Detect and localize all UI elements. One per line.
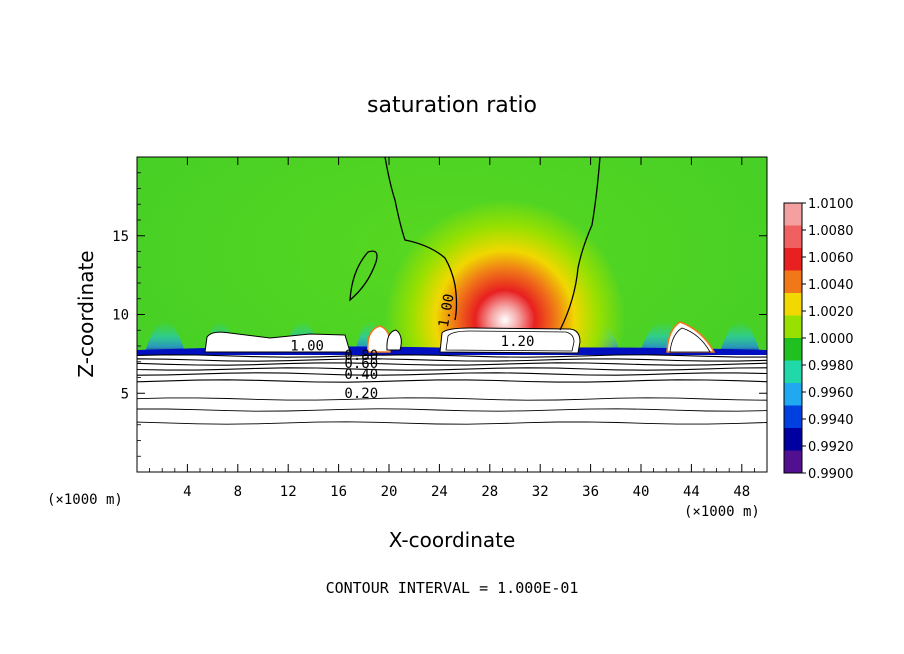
- cloud-center: [439, 327, 581, 354]
- y-tick-label: 15: [112, 229, 129, 245]
- contour-label: 1.00: [436, 293, 458, 329]
- colorbar-label: 0.9960: [808, 386, 854, 401]
- colorbar-label: 1.0040: [808, 278, 854, 293]
- isoline: [137, 367, 767, 371]
- isoline: [137, 408, 767, 412]
- x-tick-label: 12: [280, 484, 297, 500]
- colorbar-swatch: [784, 225, 802, 249]
- isoline: [137, 372, 767, 376]
- y-tick-label: 5: [121, 386, 129, 402]
- colorbar-swatch: [784, 293, 802, 316]
- x-tick-label: 20: [381, 484, 398, 500]
- colorbar-label: 0.9980: [808, 359, 854, 374]
- colorbar-swatch: [784, 360, 802, 384]
- x-tick-label: 32: [532, 484, 549, 500]
- colorbar-swatch: [784, 428, 802, 451]
- colorbar-swatch: [784, 248, 802, 271]
- isoline: [137, 397, 767, 401]
- contour-label: 1.20: [501, 334, 535, 350]
- colorbar-label: 1.0100: [808, 197, 854, 212]
- contour-1.00-left: [384, 157, 458, 321]
- x-tick-label: 40: [633, 484, 650, 500]
- cloud-left: [204, 331, 351, 353]
- colorbar-swatch: [784, 270, 802, 294]
- contour-label: 0.40: [344, 367, 378, 383]
- y-axis-title: Z-coordinate: [74, 250, 98, 377]
- colorbar-swatch: [784, 338, 802, 361]
- plume-field: [137, 157, 767, 353]
- x-tick-label: 44: [683, 484, 700, 500]
- x-tick-label: 4: [183, 484, 191, 500]
- contour-label: 0.20: [344, 386, 378, 402]
- cloud-right-inner: [669, 327, 711, 353]
- x-tick-label: 24: [431, 484, 448, 500]
- colorbar-swatch: [784, 405, 802, 429]
- lower-region: [137, 355, 767, 472]
- isoline: [137, 358, 767, 362]
- x-tick-label: 36: [582, 484, 599, 500]
- isolines: [137, 354, 767, 425]
- isoline: [137, 354, 767, 358]
- x-axis-title: X-coordinate: [389, 528, 516, 552]
- y-axis: 5 10 15: [112, 172, 767, 457]
- contour-label: 0.60: [344, 356, 378, 372]
- x-tick-label: 16: [330, 484, 347, 500]
- colorbar-swatch: [784, 450, 802, 474]
- y-unit-label: (×1000 m): [47, 492, 123, 508]
- colorbar-label: 1.0020: [808, 305, 854, 320]
- colorbar-label: 0.9900: [808, 467, 854, 482]
- contour-labels: 1.00 1.20 1.00 0.800.600.40 0.20: [290, 293, 534, 402]
- x-tick-label: 8: [234, 484, 242, 500]
- contour-label: 1.00: [290, 339, 324, 355]
- contour-label: 0.80: [344, 348, 378, 364]
- colorbar-swatch: [784, 203, 802, 226]
- x-axis: 4 8 12 16 20 24 28 32 36 40 44 48: [149, 157, 755, 500]
- y-tick-label: 10: [112, 308, 129, 324]
- plot-area: [137, 157, 767, 472]
- colorbar-swatch: [784, 383, 802, 406]
- x-unit-label: (×1000 m): [684, 504, 760, 520]
- x-tick-label: 48: [733, 484, 750, 500]
- cloud-small-2: [386, 329, 402, 351]
- colorbar-label: 0.9940: [808, 413, 854, 428]
- colorbar-label: 0.9920: [808, 440, 854, 455]
- colorbar-label: 1.0000: [808, 332, 854, 347]
- colorbar-label: 1.0060: [808, 251, 854, 266]
- colorbar-label: 1.0080: [808, 224, 854, 239]
- x-tick-label: 28: [481, 484, 498, 500]
- contour-1.00-blob: [349, 250, 378, 302]
- isoline: [137, 421, 767, 425]
- contour-interval-footer: CONTOUR INTERVAL = 1.000E-01: [326, 579, 579, 597]
- cloud-center-inner: [445, 330, 575, 352]
- isoline: [137, 362, 767, 366]
- isoline: [137, 379, 767, 383]
- colorbar-swatch: [784, 315, 802, 339]
- contour-1.00-right: [559, 157, 601, 331]
- colorbar: 1.0100 1.0080 1.0060 1.0040 1.0020 1.0000 0.99…: [783, 197, 854, 482]
- chart-title: saturation ratio: [367, 93, 537, 118]
